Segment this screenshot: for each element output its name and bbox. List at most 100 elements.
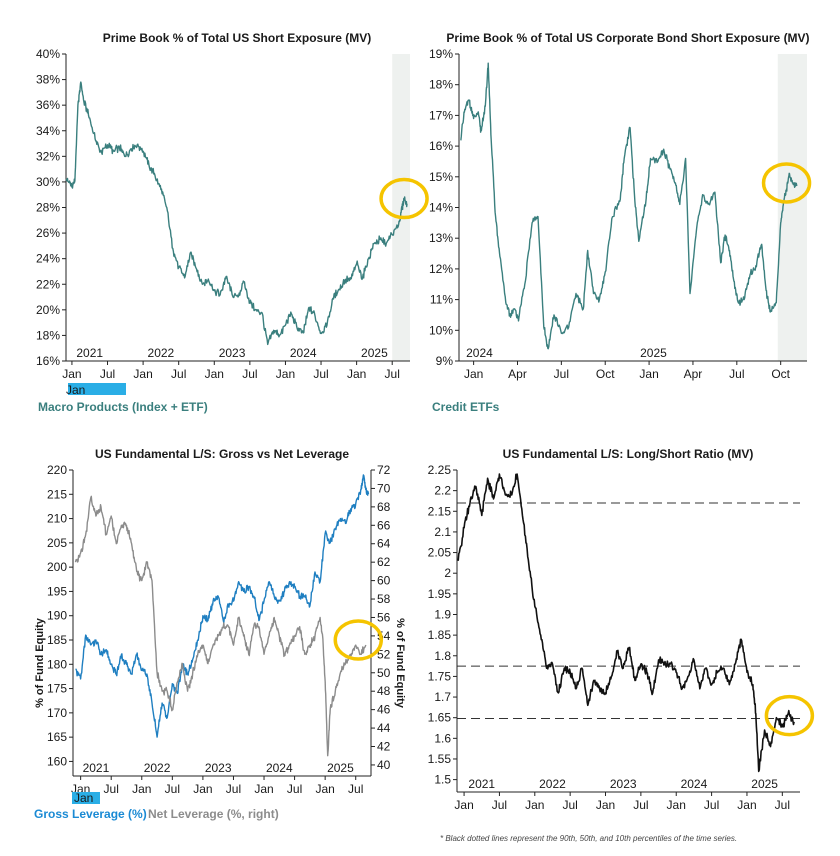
br-ytick-label: 2.25	[428, 463, 452, 477]
footnote: * Black dotted lines represent the 90th,…	[440, 834, 738, 843]
bl-ytick-label: 195	[47, 584, 67, 598]
tr-ytick-label: 11%	[430, 293, 453, 307]
bl-ytick-label-right: 56	[377, 610, 391, 624]
br-ytick-label: 1.6	[434, 731, 451, 745]
bl-ytick-label-right: 68	[377, 500, 391, 514]
bl-ytick-label: 215	[47, 487, 67, 501]
br-xtick-label: Jul	[775, 798, 790, 812]
bl-xtick-label: Jul	[226, 782, 241, 796]
bl-title: US Fundamental L/S: Gross vs Net Leverag…	[95, 447, 349, 461]
bl-xtick-label: Jul	[165, 782, 180, 796]
tr-ytick-label: 17%	[429, 108, 453, 122]
bl-jan-tag: Jan	[74, 791, 94, 805]
tr-xtick-label: Jul	[554, 367, 569, 381]
tl-jan-tag: Jan	[66, 383, 86, 397]
tl-ytick-label: 40%	[36, 47, 60, 61]
tl-xtick-label: Jan	[276, 367, 295, 381]
tr-xtick-label: Apr	[684, 367, 703, 381]
bl-xtick-label: Jul	[104, 782, 119, 796]
tl-ytick-label: 34%	[36, 124, 60, 138]
tl-ytick-label: 30%	[36, 175, 60, 189]
bl-year-label: 2022	[144, 761, 171, 775]
tr-xtick-label: Oct	[596, 367, 615, 381]
bl-ytick-label: 165	[47, 730, 67, 744]
tr-ytick-label: 19%	[429, 47, 453, 61]
tl-ytick-label: 26%	[36, 226, 60, 240]
tr-ytick-label: 12%	[429, 262, 453, 276]
bl-xtick-label: Jan	[254, 782, 273, 796]
bl-ytick-label-right: 48	[377, 684, 391, 698]
tr-legend-label: Credit ETFs	[432, 400, 500, 414]
bl-xtick-label: Jan	[315, 782, 334, 796]
tl-xtick-label: Jan	[205, 367, 224, 381]
tl-xtick-label: Jul	[100, 367, 115, 381]
tl-xtick-label: Jul	[242, 367, 257, 381]
br-series-line	[457, 473, 795, 773]
tr-xtick-label: Jul	[729, 367, 744, 381]
tr-ytick-label: 9%	[436, 354, 454, 368]
tr-ytick-label: 13%	[429, 231, 453, 245]
tr-ytick-label: 16%	[429, 139, 453, 153]
bl-ytick-label: 210	[47, 512, 67, 526]
tl-xtick-label: Jan	[133, 367, 152, 381]
bl-ytick-label: 180	[47, 657, 67, 671]
bl-ytick-label-right: 72	[377, 463, 391, 477]
tr-xtick-label: Jan	[639, 367, 658, 381]
tr-highlight-circle	[761, 162, 812, 204]
tr-year-label: 2025	[640, 346, 667, 360]
tr-shaded-region	[777, 54, 807, 361]
bl-legend-gross: Gross Leverage (%)	[34, 807, 147, 821]
tr-ytick-label: 10%	[429, 323, 453, 337]
tl-legend-label: Macro Products (Index + ETF)	[38, 400, 208, 414]
br-ytick-label: 1.55	[428, 752, 452, 766]
bl-ytick-label-right: 42	[377, 740, 391, 754]
bl-ytick-label-right: 62	[377, 555, 391, 569]
tl-xtick-label: Jul	[385, 367, 400, 381]
bl-xtick-label: Jul	[348, 782, 363, 796]
bl-ytick-label: 205	[47, 536, 67, 550]
br-ytick-label: 2.2	[434, 484, 451, 498]
br-year-label: 2022	[539, 777, 566, 791]
tr-ytick-label: 15%	[429, 170, 453, 184]
bl-ytick-label: 190	[47, 609, 67, 623]
bl-xtick-label: Jan	[193, 782, 212, 796]
tr-year-label: 2024	[466, 346, 493, 360]
br-ytick-label: 1.5	[434, 773, 451, 787]
tl-series-line	[65, 81, 408, 346]
bl-ytick-label-right: 40	[377, 758, 391, 772]
bl-ytick-label-right: 60	[377, 574, 391, 588]
tr-series-line	[460, 62, 798, 350]
br-ytick-label: 1.8	[434, 649, 451, 663]
br-year-label: 2024	[681, 777, 708, 791]
tr-title: Prime Book % of Total US Corporate Bond …	[446, 31, 809, 45]
bl-ytick-label: 220	[47, 463, 67, 477]
tl-ytick-label: 24%	[36, 252, 60, 266]
br-ytick-label: 2.1	[434, 525, 451, 539]
bl-ytick-label-right: 58	[377, 592, 391, 606]
br-ytick-label: 2.05	[428, 546, 452, 560]
bl-series-line	[75, 474, 370, 738]
tl-xtick-label: Jul	[313, 367, 328, 381]
bl-series-line	[74, 495, 367, 757]
br-xtick-label: Jan	[596, 798, 615, 812]
tr-legend: Credit ETFs	[432, 400, 499, 414]
bl-ylabel-right: % of Fund Equity	[394, 618, 406, 709]
bl-ytick-label: 160	[47, 754, 67, 768]
br-xtick-label: Jul	[704, 798, 719, 812]
tl-ytick-label: 20%	[36, 303, 60, 317]
br-ytick-label: 1.9	[434, 607, 451, 621]
bl-ylabel: % of Fund Equity	[34, 617, 46, 708]
bl-jan-highlight	[72, 792, 100, 804]
bl-ytick-label-right: 70	[377, 481, 391, 495]
tl-year-label: 2022	[148, 346, 175, 360]
tl-ytick-label: 22%	[36, 277, 60, 291]
br-ytick-label: 1.95	[428, 587, 452, 601]
br-year-label: 2025	[751, 777, 778, 791]
tr-xtick-label: Apr	[508, 367, 527, 381]
tl-xtick-label: Jan	[62, 367, 81, 381]
br-xtick-label: Jan	[667, 798, 686, 812]
bl-legend-net: Net Leverage (%, right)	[148, 807, 279, 821]
tl-ytick-label: 32%	[36, 149, 60, 163]
br-year-label: 2023	[610, 777, 637, 791]
br-ytick-label: 1.65	[428, 711, 452, 725]
